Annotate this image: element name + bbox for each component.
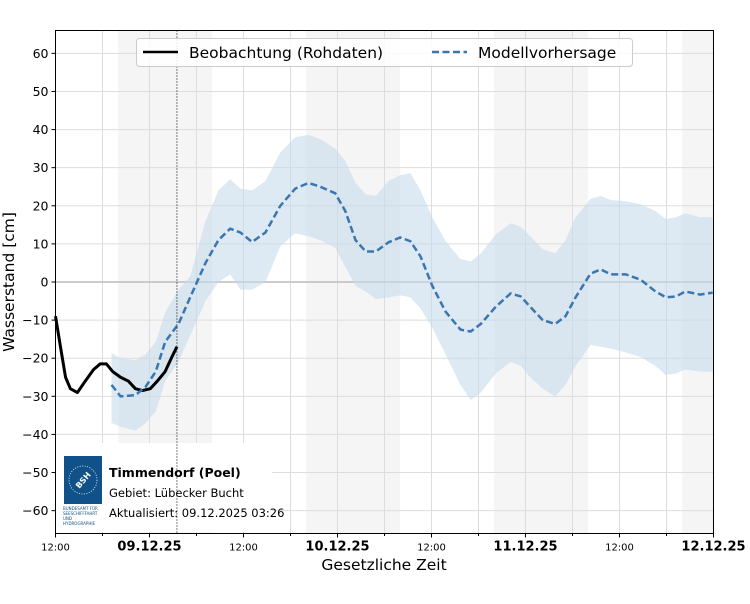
x-tick-label: 12:00 bbox=[605, 543, 634, 554]
bsh-logo: BSH BUNDESAMT FÜR SEESCHIFFFAHRT UND HYD… bbox=[63, 456, 102, 526]
logo-caption-wrap: BUNDESAMT FÜR SEESCHIFFFAHRT UND HYDROGR… bbox=[63, 506, 98, 526]
forecast-line bbox=[110, 181, 713, 398]
legend: Beobachtung (Rohdaten) Modellvorhersage bbox=[136, 38, 633, 67]
legend-box bbox=[136, 38, 633, 67]
forecast-band bbox=[111, 134, 713, 431]
x-tick-label: 12:00 bbox=[41, 543, 70, 554]
x-tick-label: 09.12.25 bbox=[117, 540, 181, 555]
x-tick-label: 11.12.25 bbox=[493, 540, 557, 555]
y-tick-label: 60 bbox=[33, 46, 49, 61]
y-axis-label: Wasserstand [cm] bbox=[0, 212, 18, 352]
y-tick-label: −20 bbox=[22, 351, 48, 366]
x-tick-label: 12:00 bbox=[229, 543, 258, 554]
y-tick-label: −60 bbox=[22, 503, 48, 518]
updated-label: Aktualisiert: 09.12.2025 03:26 bbox=[109, 506, 284, 520]
logo-square bbox=[64, 456, 102, 504]
y-tick-label: −50 bbox=[22, 465, 48, 480]
x-axis-label: Gesetzliche Zeit bbox=[321, 556, 446, 574]
y-tick-label: 20 bbox=[33, 198, 49, 213]
y-tick-label: −30 bbox=[22, 389, 48, 404]
y-tick-label: −40 bbox=[22, 427, 48, 442]
y-tick-label: 30 bbox=[33, 160, 49, 175]
station-name: Timmendorf (Poel) bbox=[109, 465, 241, 480]
y-tick-label: 10 bbox=[33, 236, 49, 251]
series-lines bbox=[54, 181, 713, 398]
x-tick-label: 10.12.25 bbox=[305, 540, 369, 555]
legend-label-forecast: Modellvorhersage bbox=[478, 44, 616, 62]
observation-line bbox=[54, 316, 179, 395]
x-tick-label: 12.12.25 bbox=[681, 540, 745, 555]
y-tick-label: 40 bbox=[33, 122, 49, 137]
y-tick-label: 0 bbox=[41, 275, 49, 290]
y-tick-label: 50 bbox=[33, 84, 49, 99]
info-box: BSH BUNDESAMT FÜR SEESCHIFFFAHRT UND HYD… bbox=[56, 443, 284, 532]
forecast-uncertainty-band bbox=[111, 134, 713, 431]
legend-label-observation: Beobachtung (Rohdaten) bbox=[189, 44, 383, 62]
axis-ticks: −60 −50 −40 −30 −20 −10 0 10 20 30 40 50 60 12:00 09.1… bbox=[22, 46, 745, 555]
y-tick-label: −10 bbox=[22, 313, 48, 328]
x-tick-label: 12:00 bbox=[417, 543, 446, 554]
logo-circle bbox=[68, 465, 98, 495]
logo-caption: BUNDESAMT FÜR SEESCHIFFFAHRT UND HYDROGR… bbox=[63, 506, 98, 526]
